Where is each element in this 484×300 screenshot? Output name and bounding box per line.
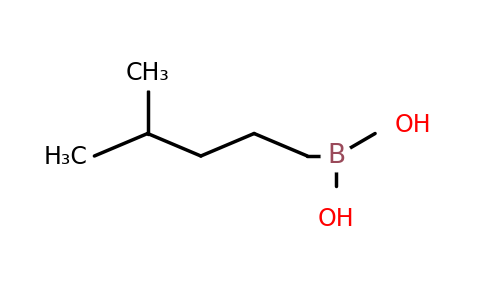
Text: OH: OH bbox=[318, 207, 355, 231]
Text: OH: OH bbox=[394, 112, 431, 136]
Text: CH₃: CH₃ bbox=[126, 61, 169, 85]
Text: B: B bbox=[327, 143, 346, 169]
Text: H₃C: H₃C bbox=[44, 146, 87, 170]
